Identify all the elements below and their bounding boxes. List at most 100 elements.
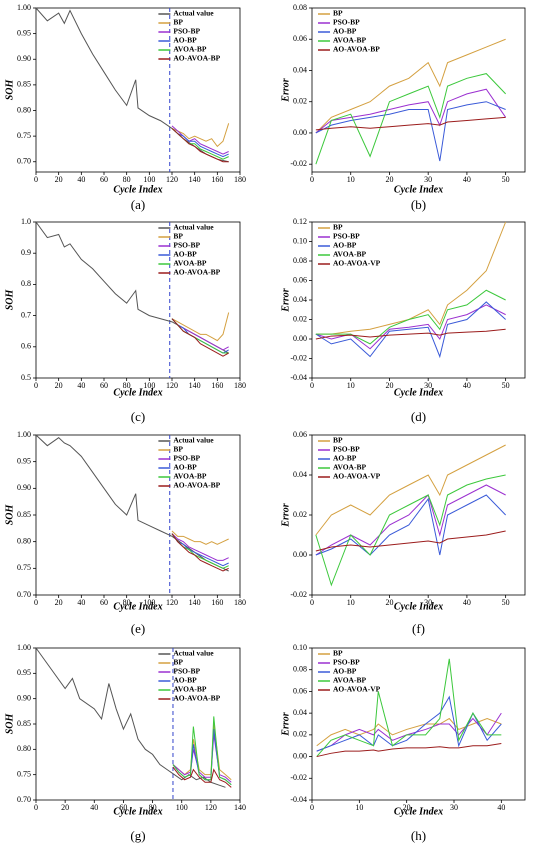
x-tick-label: 30 [424,598,432,607]
x-tick-label: 140 [189,598,201,607]
legend-label: AVOA-BP [333,36,366,45]
x-tick-label: 50 [502,175,510,184]
x-tick-label: 30 [424,175,432,184]
y-tick-label: 0.04 [293,65,307,74]
y-tick-label: -0.02 [290,159,307,168]
x-tick-label: 50 [502,598,510,607]
x-tick-label: 80 [149,803,157,812]
y-tick-label: 0.04 [293,470,307,479]
series-line [35,647,226,788]
legend-label: AVOA-BP [333,250,366,259]
series-line [171,128,229,163]
legend-label: AO-AVOA-VP [333,685,381,694]
x-tick-label: 40 [497,803,505,812]
series-line [172,766,232,788]
x-tick-label: 60 [119,803,127,812]
x-tick-label: 40 [463,175,471,184]
legend-label: BP [173,232,183,241]
x-tick-label: 0 [310,175,314,184]
series-line [172,723,232,781]
series-line [171,533,229,561]
subplot-label: (g) [130,828,145,843]
y-tick-label: -0.02 [290,773,307,782]
x-tick-label: 20 [385,175,393,184]
y-tick-label: 1.00 [17,430,31,439]
legend-label: AO-BP [173,36,197,45]
plot-frame [311,7,526,173]
legend-label: PSO-BP [173,454,200,463]
subplot-label: (a) [131,197,145,212]
series-line [315,116,506,131]
x-tick-label: 20 [61,803,69,812]
x-axis-label: Cycle Index [394,387,443,398]
legend-label: BP [333,9,343,18]
series-line [172,716,232,786]
y-tick-label: 0.02 [293,97,307,106]
x-tick-label: 10 [347,175,355,184]
x-tick-label: 20 [55,598,63,607]
series-line [315,328,506,340]
x-tick-label: 0 [34,598,38,607]
legend-label: Actual value [173,223,214,232]
x-tick-label: 120 [166,175,178,184]
series-line [315,444,506,536]
legend-label: AO-BP [333,454,357,463]
legend-label: BP [173,658,183,667]
y-tick-label: 0.6 [21,342,31,351]
y-tick-label: 0.85 [17,80,31,89]
legend-label: AO-AVOA-BP [173,268,220,277]
series-line [171,533,229,567]
x-tick-label: 30 [424,381,432,390]
x-axis-label: Cycle Index [394,806,443,817]
y-tick-label: 0.75 [17,131,31,140]
x-tick-label: 160 [211,175,223,184]
y-tick-label: 0.90 [17,54,31,63]
legend-label: AO-AVOA-VP [333,472,381,481]
x-tick-label: 60 [100,175,108,184]
y-axis-label: SOH [4,712,15,734]
y-tick-label: -0.02 [290,353,307,362]
y-tick-label: 0.06 [293,430,307,439]
legend-label: AO-BP [173,463,197,472]
x-tick-label: 10 [347,598,355,607]
y-tick-label: 0.08 [293,665,307,674]
x-tick-label: 10 [347,381,355,390]
series-line [315,474,506,587]
legend-label: AO-AVOA-BP [173,54,220,63]
legend-label: PSO-BP [333,658,360,667]
series-line [171,125,229,155]
y-tick-label: 1.0 [21,217,31,226]
x-tick-label: 20 [385,598,393,607]
series-line [171,128,229,158]
legend-label: BP [333,649,343,658]
legend-label: AO-AVOA-BP [173,694,220,703]
series-line [315,530,506,552]
x-tick-label: 0 [310,803,314,812]
y-tick-label: 0.00 [293,128,307,137]
legend-label: PSO-BP [333,445,360,454]
legend-label: AO-BP [333,667,357,676]
x-tick-label: 80 [123,598,131,607]
x-axis-label: Cycle Index [113,601,162,612]
y-tick-label: 0.02 [293,314,307,323]
legend-label: AO-BP [333,27,357,36]
legend-label: AVOA-BP [173,472,206,481]
y-tick-label: 0.90 [17,483,31,492]
plot-frame [311,647,526,801]
plot-frame [35,7,241,173]
legend-label: AO-AVOA-BP [333,45,380,54]
y-tick-label: -0.04 [290,373,307,382]
series-line [315,101,506,162]
legend-label: AVOA-BP [173,259,206,268]
x-tick-label: 0 [310,598,314,607]
y-tick-label: 0.5 [21,373,31,382]
y-tick-label: 0.06 [293,686,307,695]
y-axis-label: SOH [4,78,15,100]
series-line [315,494,506,556]
legend-label: BP [173,445,183,454]
y-tick-label: 0.10 [293,236,307,245]
y-tick-label: 0.8 [21,279,31,288]
series-line [316,743,502,758]
series-line [315,88,507,134]
